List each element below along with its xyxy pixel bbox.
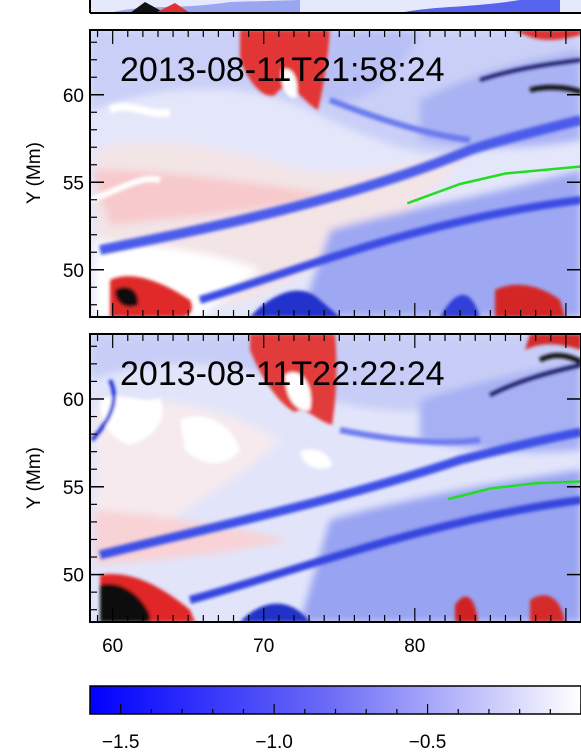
p1-blue-streak-3 <box>328 97 471 143</box>
panel-2-plot: 2013-08-11T22:22:24 Y (Mm) 50 55 60 60 7… <box>24 333 581 657</box>
p2-blue-bottom-mid <box>240 603 310 622</box>
colorbar-ticks <box>89 704 581 714</box>
p2-pink-band <box>95 510 290 565</box>
p1-blue-streak-1 <box>99 115 581 255</box>
top-remnant-blue2 <box>400 0 560 13</box>
p1-black-bottom-left <box>115 286 139 307</box>
panel-1-y-ticks <box>90 94 581 271</box>
p2-blue-streak-3 <box>339 427 481 445</box>
p1-pink-band <box>92 170 330 225</box>
panel-2-y-ticks <box>90 398 581 576</box>
p2-red-top-right <box>525 334 581 350</box>
panel-2-x-tick-label: 60 <box>102 636 123 657</box>
panel-1-y-tick-label: 50 <box>63 261 84 282</box>
p2-blue-streak-2 <box>188 496 581 604</box>
p2-blue-streak-1 <box>98 427 581 560</box>
panel-2-field <box>90 334 581 622</box>
panel-1-plot: 2013-08-11T21:58:24 Y (Mm) 50 55 60 <box>24 29 581 318</box>
p2-white-patch-1 <box>100 396 163 445</box>
p2-black-streak <box>538 353 581 365</box>
panel-2-timestamp: 2013-08-11T22:22:24 <box>120 355 445 393</box>
panel-1-field <box>90 30 581 317</box>
panel-2-y-tick-label: 55 <box>63 478 84 499</box>
panel-1-y-minor-ticks <box>90 41 97 306</box>
panel-1-y-tick-label: 60 <box>63 86 84 107</box>
p1-dark-streak <box>479 58 581 82</box>
panel-2-frame <box>89 333 581 623</box>
p1-white-hole <box>281 69 298 99</box>
colorbar-tick-label: −1.5 <box>102 732 140 752</box>
panel-1-frame <box>89 29 581 318</box>
p1-white-streak <box>90 176 161 203</box>
p1-blue-bottom-right <box>440 294 480 317</box>
p1-blue-bottom-mid <box>250 290 340 317</box>
top-remnant-dark <box>130 2 165 13</box>
panel-1-x-ticks <box>96 30 581 317</box>
top-panel-remnant <box>90 0 581 13</box>
panel-2-y-tick-label: 60 <box>63 390 84 411</box>
p1-lower-right-blue <box>300 170 581 317</box>
panel-2-y-tick-label: 50 <box>63 566 84 587</box>
p1-top-mid-blue <box>320 30 420 102</box>
p1-right-blue <box>420 50 581 148</box>
panel-2-x-tick-label: 80 <box>404 636 425 657</box>
p2-right-blue <box>420 360 581 452</box>
panel-2-green-line <box>447 480 581 501</box>
p2-white-hole <box>285 372 311 411</box>
panel-2-y-minor-ticks <box>90 345 97 611</box>
p2-white-patch-3 <box>300 449 332 469</box>
panel-2-x-tick-label: 70 <box>253 636 274 657</box>
panel-1-green-line <box>406 165 581 205</box>
p2-white-patch-2 <box>180 416 240 464</box>
p1-white-streak-2 <box>108 102 172 118</box>
colorbar-tick-label: −0.5 <box>409 732 447 752</box>
p1-red-top-right <box>515 30 581 40</box>
panel-1-timestamp: 2013-08-11T21:58:24 <box>120 51 445 89</box>
p1-black-streak <box>529 84 581 95</box>
p1-blue-streak-2 <box>198 196 581 304</box>
p2-dark-streak <box>489 363 581 397</box>
panel-2-y-axis-label: Y (Mm) <box>24 447 45 509</box>
colorbar: −1.5 −1.0 −0.5 <box>89 685 581 752</box>
p1-red-bottom-right <box>495 284 565 317</box>
colorbar-tick-label: −1.0 <box>255 732 293 752</box>
p2-red-bottom-right <box>530 595 565 622</box>
panel-2-x-ticks <box>96 334 581 622</box>
panel-1-y-tick-label: 55 <box>63 173 84 194</box>
panel-1-y-axis-label: Y (Mm) <box>24 142 45 204</box>
p2-red-bottom-mid <box>455 596 478 622</box>
top-remnant-red <box>155 3 190 13</box>
